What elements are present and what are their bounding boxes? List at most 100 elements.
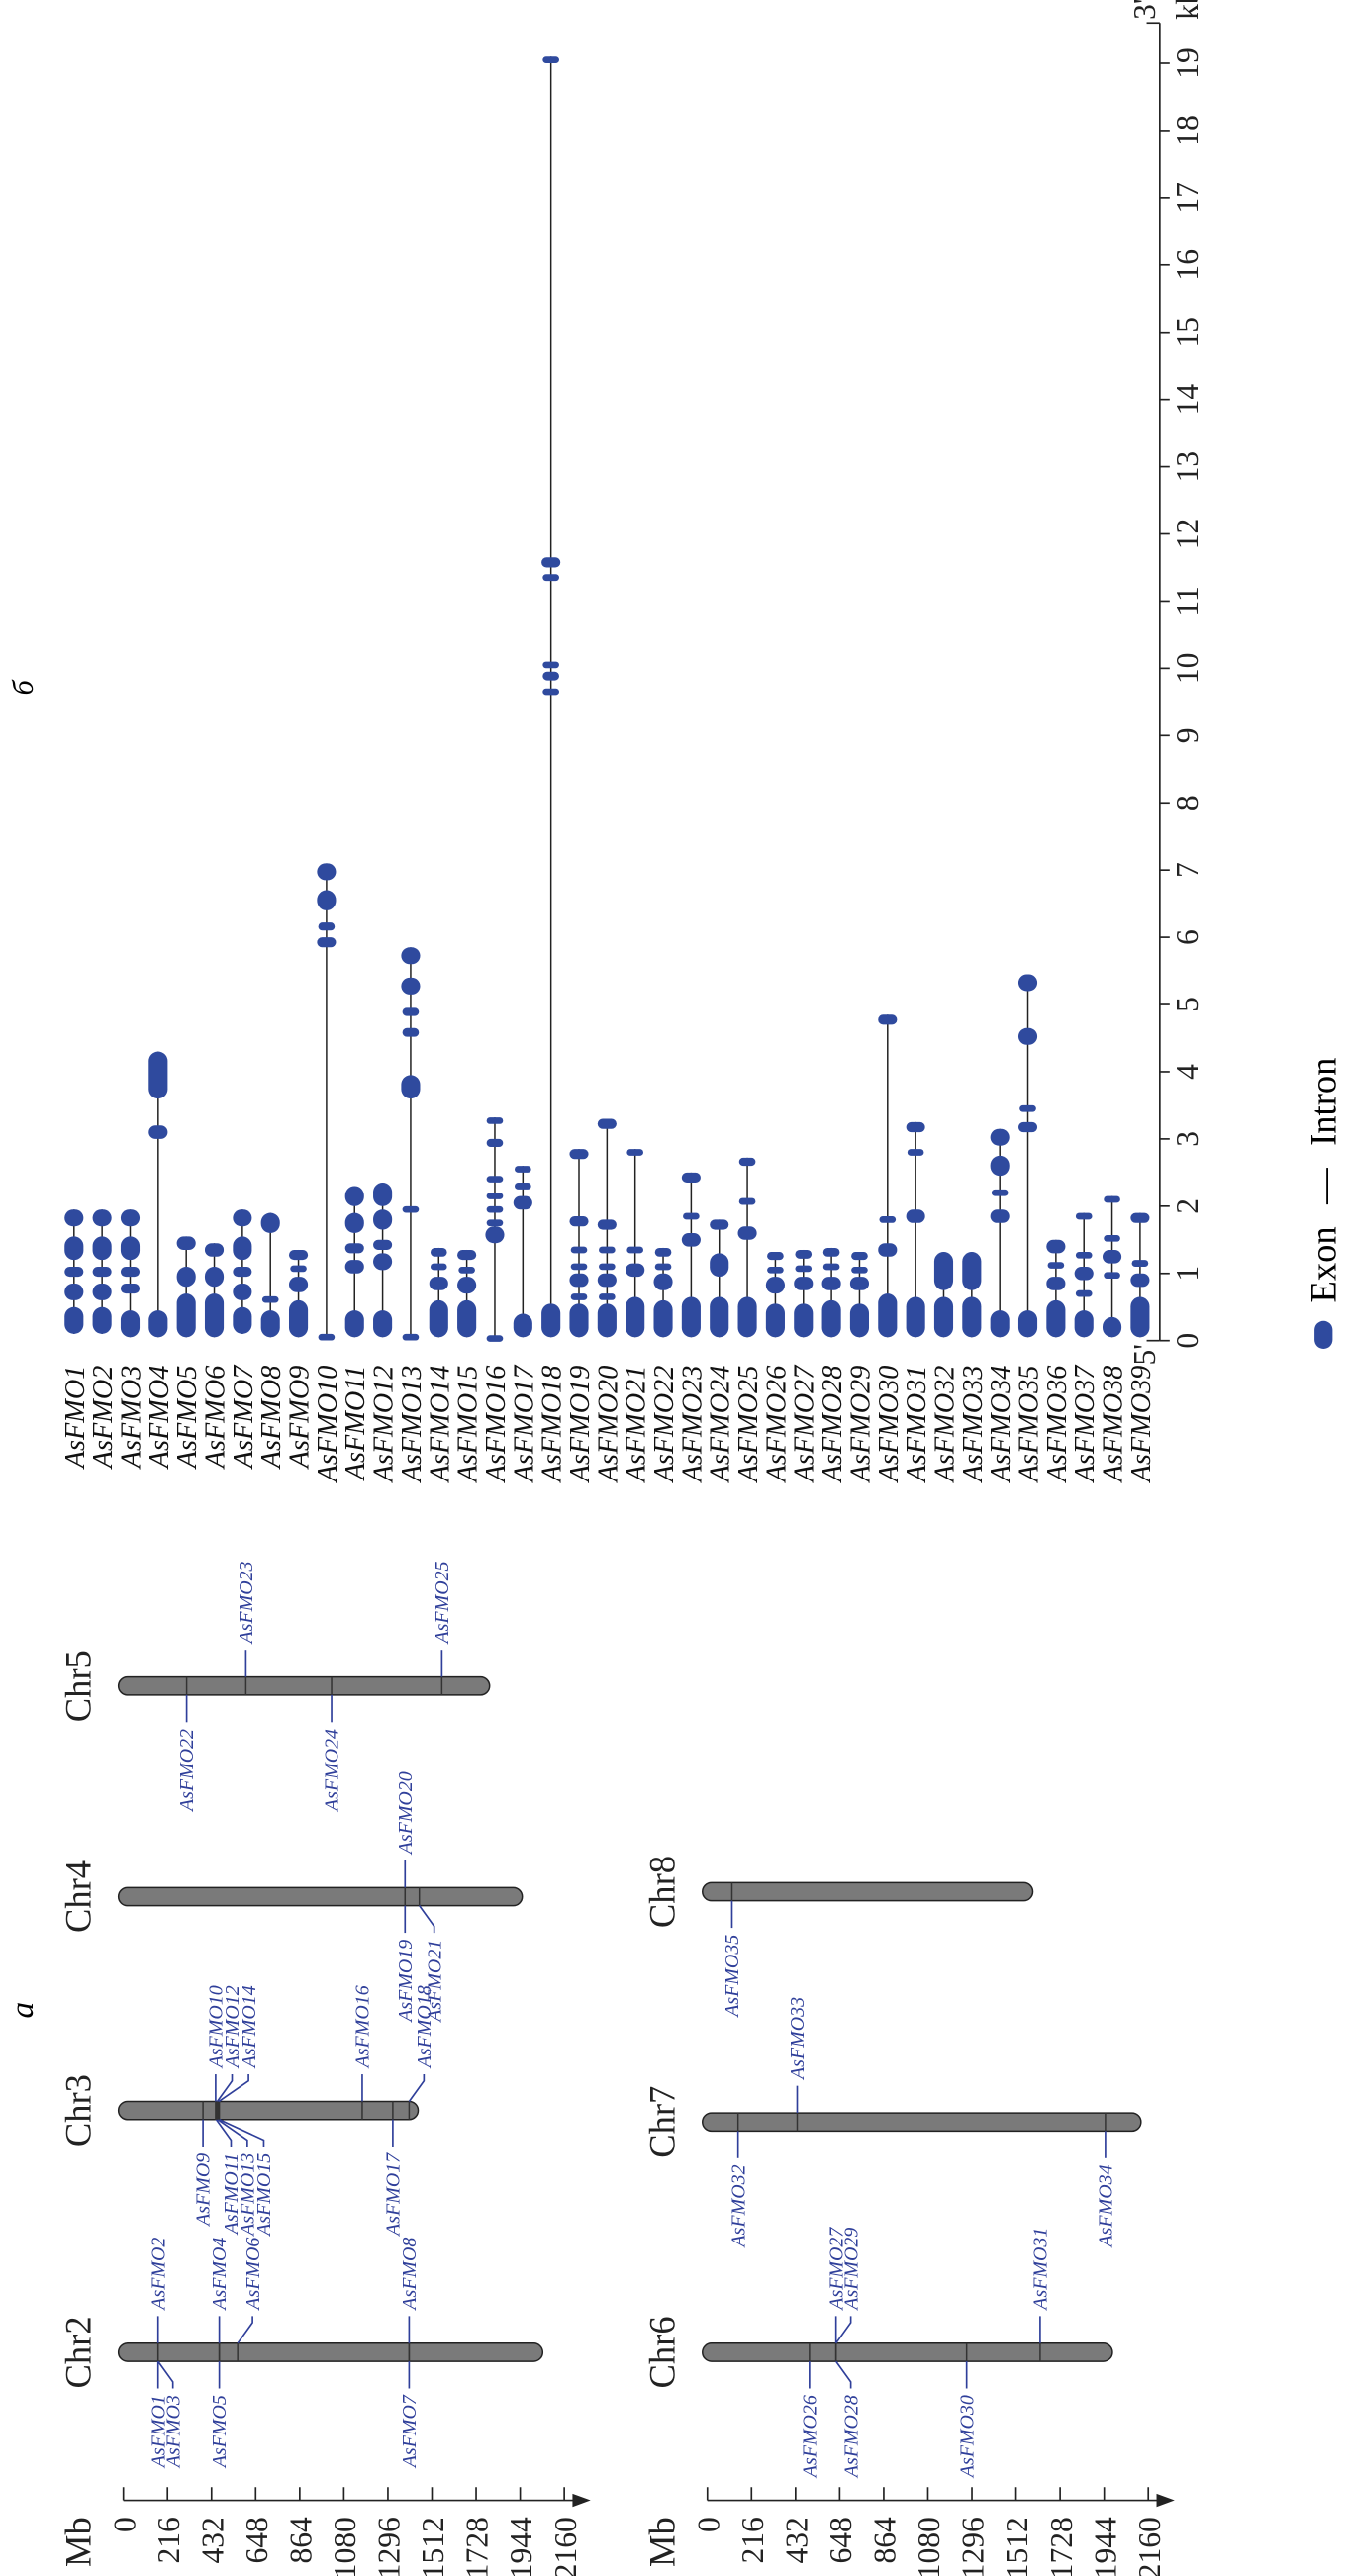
gene-structure-asfmo10: AsFMO10: [313, 863, 343, 1483]
exon-block: [486, 1138, 504, 1148]
gene-label: AsFMO12: [369, 1366, 400, 1484]
exon-block: [878, 1293, 898, 1338]
exon-block: [401, 1075, 421, 1099]
mb-axis-tick-label: 432: [779, 2517, 814, 2563]
exon-block: [148, 1310, 168, 1338]
exon-block: [570, 1246, 588, 1254]
gene-marker-asfmo17: AsFMO17: [383, 2101, 405, 2238]
gene-position-label: AsFMO30: [956, 2395, 978, 2479]
gene-position-label: AsFMO26: [800, 2395, 821, 2479]
mb-axis-tick-label: 0: [107, 2517, 142, 2532]
exon-block: [120, 1310, 141, 1338]
gene-structure-asfmo5: AsFMO5: [172, 1236, 203, 1470]
kb-axis-tick-label: 19: [1170, 48, 1204, 79]
gene-structure-asfmo16: AsFMO16: [481, 1117, 512, 1483]
exon-block: [344, 1186, 364, 1206]
exon-block: [597, 1273, 617, 1288]
exon-block: [204, 1293, 225, 1338]
kb-axis-tick-label: 0: [1170, 1333, 1204, 1349]
gene-label: AsFMO10: [313, 1366, 343, 1484]
exon-block: [486, 1335, 504, 1342]
gene-position-label: AsFMO24: [322, 1729, 343, 1813]
gene-structure-asfmo36: AsFMO36: [1042, 1239, 1073, 1484]
gene-structure-asfmo3: AsFMO3: [116, 1209, 146, 1470]
legend-exon-swatch: [1314, 1320, 1333, 1350]
gene-label: AsFMO9: [285, 1366, 316, 1471]
exon-block: [990, 1310, 1010, 1338]
exon-block: [822, 1247, 840, 1257]
kb-axis-tick-label: 11: [1170, 586, 1204, 616]
gene-label: AsFMO34: [986, 1366, 1016, 1484]
gene-structure-panel: 012345678910111213141516171819kb5'3'AsFM…: [60, 0, 1204, 1483]
gene-position-label: AsFMO6: [242, 2238, 264, 2312]
exon-block: [906, 1121, 925, 1133]
gene-marker-asfmo16: AsFMO16: [352, 1985, 374, 2120]
gene-structure-asfmo11: AsFMO11: [340, 1186, 371, 1481]
exon-block: [737, 1296, 757, 1338]
exon-block: [795, 1249, 813, 1259]
kb-axis-5prime-label: 5': [1127, 1344, 1162, 1365]
exon-block: [1102, 1316, 1122, 1338]
exon-block: [878, 1014, 898, 1025]
gene-label: AsFMO3: [116, 1366, 146, 1471]
exon-block: [515, 1166, 531, 1173]
exon-block: [402, 1205, 420, 1213]
gene-label: AsFMO16: [481, 1366, 512, 1484]
gene-structure-asfmo19: AsFMO19: [565, 1149, 596, 1483]
kb-axis-tick-label: 1: [1170, 1266, 1204, 1282]
gene-structure-asfmo4: AsFMO4: [145, 1051, 175, 1470]
exon-block: [849, 1303, 870, 1338]
exon-block: [288, 1249, 309, 1261]
gene-marker-asfmo22: AsFMO22: [176, 1676, 198, 1813]
gene-structure-asfmo37: AsFMO37: [1070, 1212, 1101, 1483]
exon-block: [626, 1149, 644, 1156]
gene-marker-asfmo18: AsFMO18: [408, 1985, 435, 2120]
gene-leader-line: [216, 2074, 234, 2102]
gene-position-label: AsFMO5: [209, 2395, 231, 2469]
kb-axis-tick-label: 13: [1170, 451, 1204, 483]
gene-position-label: AsFMO15: [253, 2153, 275, 2238]
exon-block: [92, 1266, 112, 1278]
exon-block: [344, 1260, 364, 1274]
chromosome-bar: [117, 2342, 544, 2362]
mb-axis-tick-label: 1296: [372, 2517, 407, 2576]
exon-block: [288, 1299, 309, 1338]
exon-block: [317, 863, 337, 881]
gene-label: AsFMO5: [172, 1366, 203, 1471]
panel-b-label: б: [7, 679, 40, 695]
gene-position-label: AsFMO14: [239, 1985, 260, 2069]
exon-block: [851, 1266, 868, 1274]
kb-axis-unit-label: kb: [1170, 0, 1204, 20]
exon-block: [515, 1183, 531, 1190]
legend-intron-label: Intron: [1303, 1058, 1344, 1146]
gene-leader-line: [218, 2074, 249, 2103]
gene-structure-asfmo27: AsFMO27: [790, 1249, 820, 1483]
gene-marker-asfmo7: AsFMO7: [399, 2342, 421, 2469]
exon-block: [906, 1296, 925, 1338]
exon-block: [849, 1277, 870, 1290]
exon-block: [990, 1128, 1010, 1146]
exon-block: [402, 1027, 420, 1037]
exon-block: [1130, 1296, 1150, 1338]
gene-structure-asfmo17: AsFMO17: [509, 1166, 539, 1483]
exon-block: [260, 1310, 280, 1338]
exon-block: [597, 1118, 617, 1129]
gene-marker-asfmo6: AsFMO6: [237, 2238, 264, 2362]
gene-marker-asfmo25: AsFMO25: [432, 1561, 453, 1695]
mb-axis-tick-label: 432: [195, 2517, 230, 2563]
exon-block: [233, 1266, 252, 1278]
gene-label: AsFMO1: [60, 1366, 91, 1471]
exon-block: [795, 1265, 813, 1273]
chromosome-chr8: Chr8 AsFMO35: [642, 1856, 1034, 2019]
gene-position-label: AsFMO16: [352, 1985, 374, 2069]
gene-label: AsFMO36: [1042, 1366, 1073, 1484]
chromosome-chr7: Chr7 AsFMO32 AsFMO33 AsFMO34: [642, 1997, 1142, 2249]
exon-block: [626, 1296, 645, 1338]
chromosome-map-panel: 0 216 432 648 864 1080 1296 1512 1728 1944 2160MbC…: [57, 1561, 1175, 2576]
chromosome-label: Chr8: [642, 1856, 683, 1928]
mb-axis-tick-label: 1944: [1088, 2517, 1122, 2576]
exon-block: [569, 1216, 589, 1227]
gene-leader-line: [157, 2360, 174, 2389]
